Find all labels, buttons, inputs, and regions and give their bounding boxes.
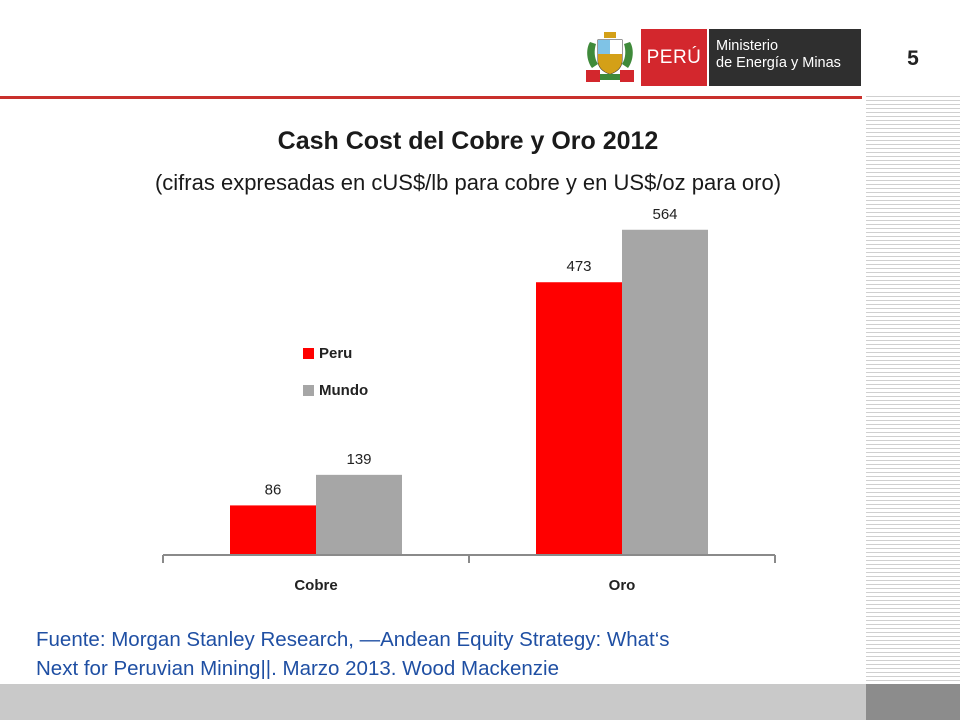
- legend-item-peru: Peru: [303, 344, 368, 362]
- source-line-2: Next for Peruvian Mining||. Marzo 2013. …: [36, 657, 560, 680]
- chart-legend: Peru Mundo: [303, 344, 368, 418]
- x-tick-label-oro: Oro: [609, 577, 636, 594]
- page-number: 5: [907, 47, 919, 70]
- peru-brand-label: PERÚ: [641, 29, 707, 86]
- footer-corner: [866, 684, 960, 720]
- data-label-mundo-oro: 564: [652, 206, 677, 223]
- ministry-line-2: de Energía y Minas: [716, 55, 841, 71]
- bar-mundo-cobre: [316, 474, 402, 555]
- source-line-1: Fuente: Morgan Stanley Research, —Andean…: [36, 628, 670, 651]
- peru-coat-of-arms-icon: [586, 32, 634, 82]
- chart-subtitle: (cifras expresadas en cUS$/lb para cobre…: [154, 170, 782, 195]
- bar-mundo-oro: [622, 229, 708, 555]
- ministry-brand-label: Ministerio de Energía y Minas: [709, 29, 861, 86]
- legend-label-peru: Peru: [319, 344, 353, 362]
- source-note: Fuente: Morgan Stanley Research, —Andean…: [36, 625, 866, 683]
- data-label-mundo-cobre: 139: [346, 451, 371, 468]
- footer-bar: [0, 684, 866, 720]
- legend-label-mundo: Mundo: [319, 381, 369, 399]
- bar-peru-oro: [536, 282, 622, 555]
- chart-title: Cash Cost del Cobre y Oro 2012: [277, 127, 659, 155]
- ministry-line-1: Ministerio: [716, 38, 779, 54]
- bar-peru-cobre: [230, 505, 316, 555]
- data-label-peru-cobre: 86: [265, 481, 282, 498]
- data-label-peru-oro: 473: [566, 258, 591, 275]
- legend-item-mundo: Mundo: [303, 381, 368, 399]
- x-tick-label-cobre: Cobre: [294, 577, 337, 594]
- decorative-side-strip: [866, 96, 960, 684]
- legend-swatch-mundo: [303, 384, 314, 396]
- header-divider: [0, 96, 862, 99]
- legend-swatch-peru: [303, 347, 314, 359]
